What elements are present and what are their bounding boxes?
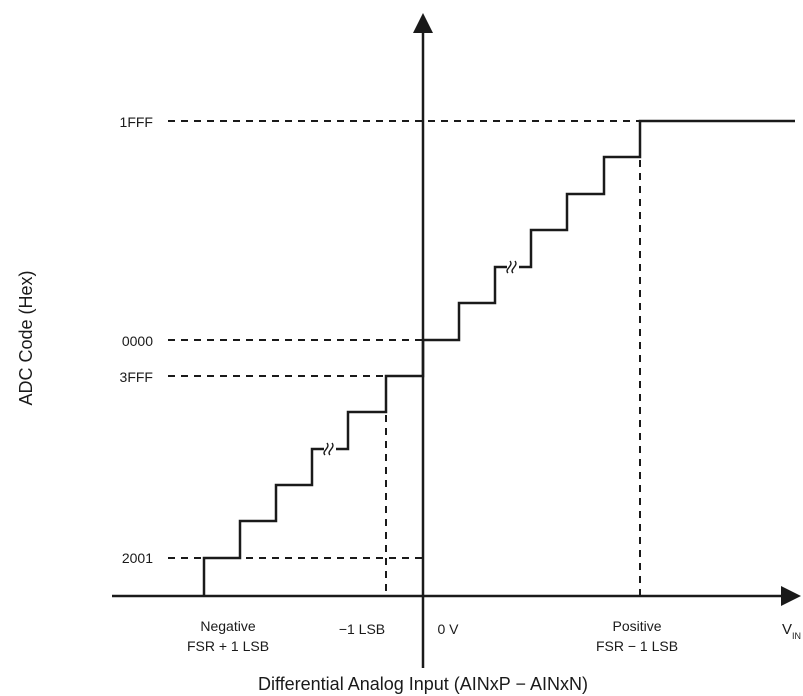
break-negative <box>323 442 336 456</box>
x-tick-label-neg-fsr-line2: FSR + 1 LSB <box>187 638 269 654</box>
x-axis-end-label: VIN <box>782 621 801 641</box>
x-tick-label-pos-fsr-line1: Positive <box>612 618 661 634</box>
break-positive <box>506 260 519 274</box>
x-axis-end-label-main: V <box>782 621 792 638</box>
y-tick-label-2001: 2001 <box>122 550 153 566</box>
y-tick-label-0000: 0000 <box>122 333 153 349</box>
break-negative-stroke-2 <box>328 442 334 456</box>
y-tick-label-3fff: 3FFF <box>120 369 153 385</box>
break-negative-stroke-1 <box>323 442 329 456</box>
break-positive-stroke-2 <box>511 260 517 274</box>
x-axis-title: Differential Analog Input (AINxP − AINxN… <box>258 674 588 694</box>
x-tick-label-pos-fsr-line2: FSR − 1 LSB <box>596 638 678 654</box>
x-tick-label-neg-fsr-line1: Negative <box>200 618 255 634</box>
break-positive-stroke-1 <box>506 260 512 274</box>
y-axis-title: ADC Code (Hex) <box>16 270 36 405</box>
y-tick-label-1fff: 1FFF <box>120 114 153 130</box>
x-tick-label-minus-1lsb: −1 LSB <box>339 621 385 637</box>
y-tick-labels: 2001 3FFF 0000 1FFF <box>120 114 154 566</box>
axis-breaks <box>323 260 519 456</box>
transfer-staircase <box>202 119 795 596</box>
x-tick-label-0v: 0 V <box>437 621 459 637</box>
x-tick-labels: Negative FSR + 1 LSB −1 LSB 0 V Positive… <box>187 618 801 654</box>
x-axis-end-label-sub: IN <box>792 631 801 641</box>
